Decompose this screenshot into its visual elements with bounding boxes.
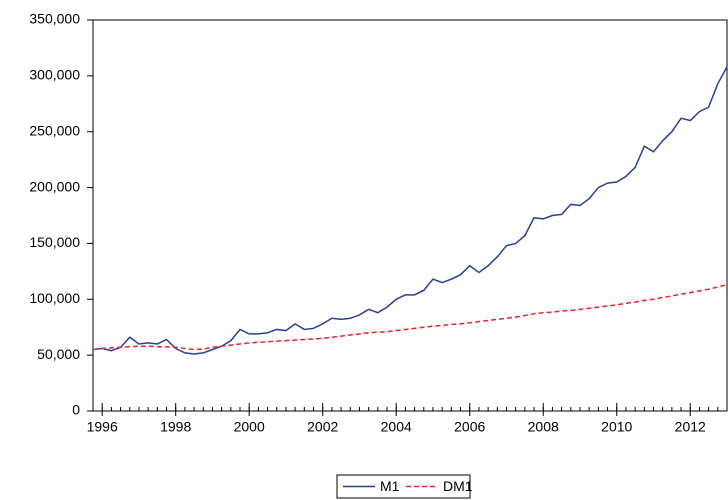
y-tick-label: 300,000 [29, 67, 80, 83]
x-tick-label: 2010 [601, 419, 632, 435]
x-tick-label: 2012 [675, 419, 706, 435]
series-line [92, 66, 728, 355]
y-tick-label: 150,000 [29, 234, 80, 250]
y-tick-label: 50,000 [37, 346, 80, 362]
x-tick-label: 2002 [307, 419, 338, 435]
legend-box [336, 474, 471, 499]
legend-label: M1 [380, 478, 400, 494]
x-tick-label: 1998 [160, 419, 191, 435]
x-tick-label: 2004 [381, 419, 412, 435]
x-tick-label: 2008 [528, 419, 559, 435]
plot-frame [92, 19, 728, 412]
y-tick-label: 0 [72, 402, 80, 418]
y-tick-label: 100,000 [29, 290, 80, 306]
x-tick-label: 1996 [87, 419, 118, 435]
y-tick-label: 200,000 [29, 178, 80, 194]
x-tick-label: 2006 [454, 419, 485, 435]
y-tick-label: 250,000 [29, 122, 80, 138]
series-line [92, 284, 728, 351]
legend-label: DM1 [443, 478, 473, 494]
y-tick-label: 350,000 [29, 11, 80, 27]
x-tick-label: 2000 [234, 419, 265, 435]
